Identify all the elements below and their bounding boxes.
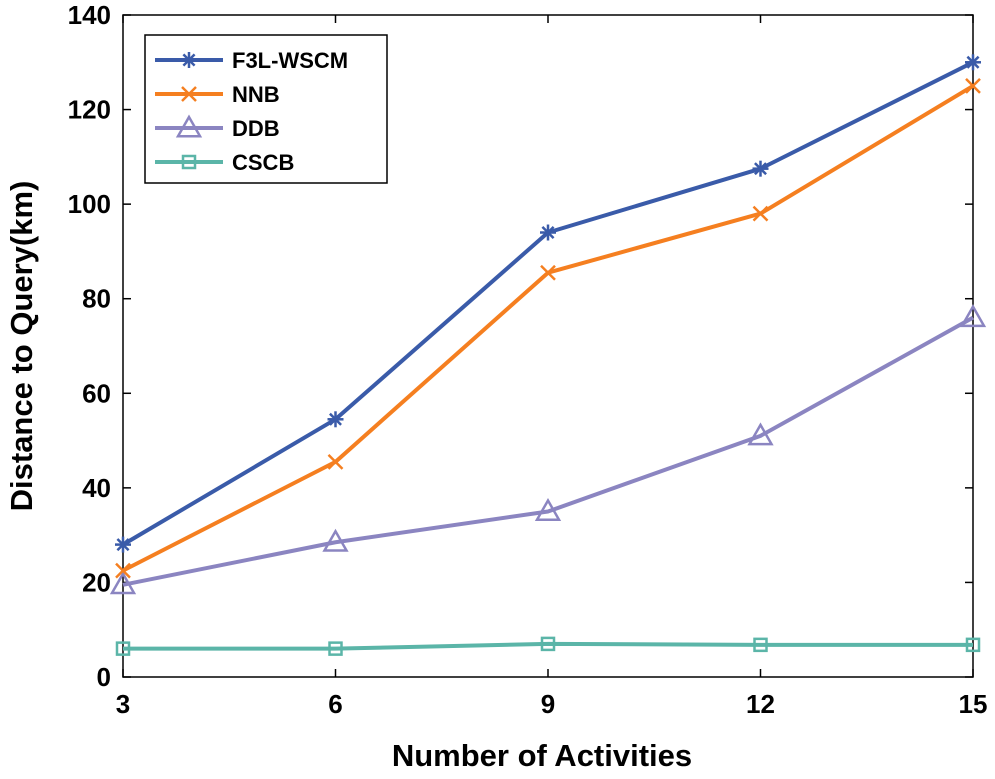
x-axis-title: Number of Activities (392, 738, 692, 773)
x-tick-label: 15 (959, 689, 988, 719)
data-point-nnb (752, 205, 769, 222)
data-point-f3l-wscm (115, 536, 131, 553)
data-point-cscb (753, 637, 768, 653)
data-series (109, 54, 987, 656)
legend-item-ddb: DDB (155, 114, 280, 141)
data-point-nnb (540, 264, 556, 281)
legend: F3L-WSCM NNB DDB CSCB (144, 34, 388, 184)
legend-item-f3l-wscm: F3L-WSCM (155, 48, 348, 73)
x-tick-label: 3 (116, 689, 130, 719)
legend-item-cscb: CSCB (155, 150, 294, 175)
legend-marker-cscb (181, 154, 197, 170)
data-point-f3l-wscm (965, 54, 981, 71)
data-point-nnb (327, 453, 344, 470)
legend-marker-ddb (175, 114, 203, 138)
legend-item-nnb: NNB (155, 82, 280, 107)
legend-label: NNB (232, 82, 280, 107)
series-nnb (115, 78, 981, 579)
y-tick-label: 140 (68, 0, 111, 30)
series-f3l-wscm (115, 54, 981, 553)
series-line-ddb (122, 315, 974, 587)
data-point-ddb (534, 497, 562, 521)
x-tick-label: 12 (746, 689, 775, 719)
y-tick-label: 120 (68, 95, 111, 125)
data-point-cscb (965, 637, 981, 653)
data-point-f3l-wscm (327, 411, 344, 428)
data-point-cscb (328, 641, 343, 656)
data-point-ddb (747, 422, 774, 446)
data-point-cscb (115, 641, 131, 656)
series-cscb (115, 636, 981, 656)
legend-label: CSCB (232, 150, 294, 175)
data-point-nnb (965, 78, 981, 94)
axis-ticks: 3 6 9 12 15 0 20 40 60 80 100 120 140 (68, 0, 988, 719)
legend-marker-f3l-wscm (181, 52, 197, 68)
y-tick-label: 0 (97, 662, 111, 692)
y-axis-title: Distance to Query(km) (4, 181, 39, 512)
legend-label: DDB (232, 116, 280, 141)
legend-label: F3L-WSCM (232, 48, 348, 73)
y-tick-label: 60 (82, 378, 111, 408)
legend-marker-nnb (181, 86, 197, 102)
y-tick-label: 80 (82, 284, 111, 314)
data-point-ddb (959, 304, 987, 328)
x-tick-label: 6 (328, 689, 342, 719)
data-point-f3l-wscm (540, 224, 556, 241)
y-tick-label: 40 (82, 473, 111, 503)
y-tick-label: 100 (68, 189, 111, 219)
series-ddb (109, 304, 987, 595)
data-point-ddb (109, 571, 137, 595)
data-point-cscb (540, 636, 556, 652)
data-point-f3l-wscm (752, 160, 769, 177)
data-point-ddb (322, 528, 349, 552)
series-line-cscb (123, 641, 973, 651)
data-point-nnb (115, 562, 131, 579)
x-tick-label: 9 (541, 689, 555, 719)
y-tick-label: 20 (82, 567, 111, 597)
